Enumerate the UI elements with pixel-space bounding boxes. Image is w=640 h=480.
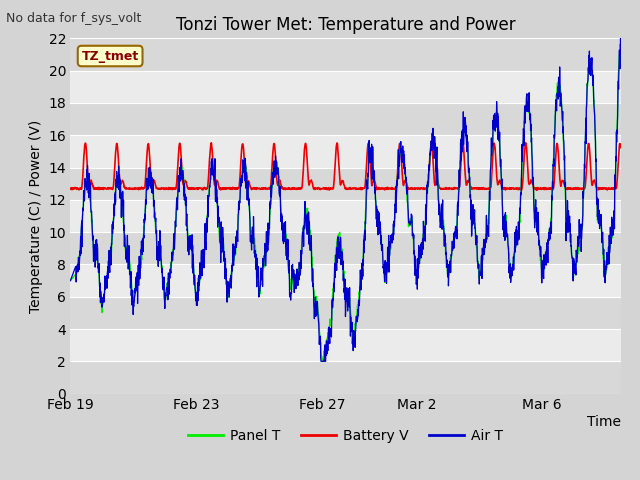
- Y-axis label: Temperature (C) / Power (V): Temperature (C) / Power (V): [29, 120, 43, 312]
- Bar: [70, 264, 621, 297]
- Text: TZ_tmet: TZ_tmet: [81, 49, 139, 62]
- Bar: [70, 168, 621, 200]
- Legend: Panel T, Battery V, Air T: Panel T, Battery V, Air T: [182, 424, 509, 449]
- Bar: [70, 103, 621, 135]
- Bar: [70, 200, 621, 232]
- Bar: [70, 38, 621, 71]
- Bar: [70, 361, 621, 394]
- Title: Tonzi Tower Met: Temperature and Power: Tonzi Tower Met: Temperature and Power: [176, 16, 515, 34]
- Bar: [70, 329, 621, 361]
- X-axis label: Time: Time: [588, 415, 621, 429]
- Bar: [70, 297, 621, 329]
- Bar: [70, 232, 621, 264]
- Text: No data for f_sys_volt: No data for f_sys_volt: [6, 12, 142, 25]
- Bar: [70, 135, 621, 168]
- Bar: [70, 71, 621, 103]
